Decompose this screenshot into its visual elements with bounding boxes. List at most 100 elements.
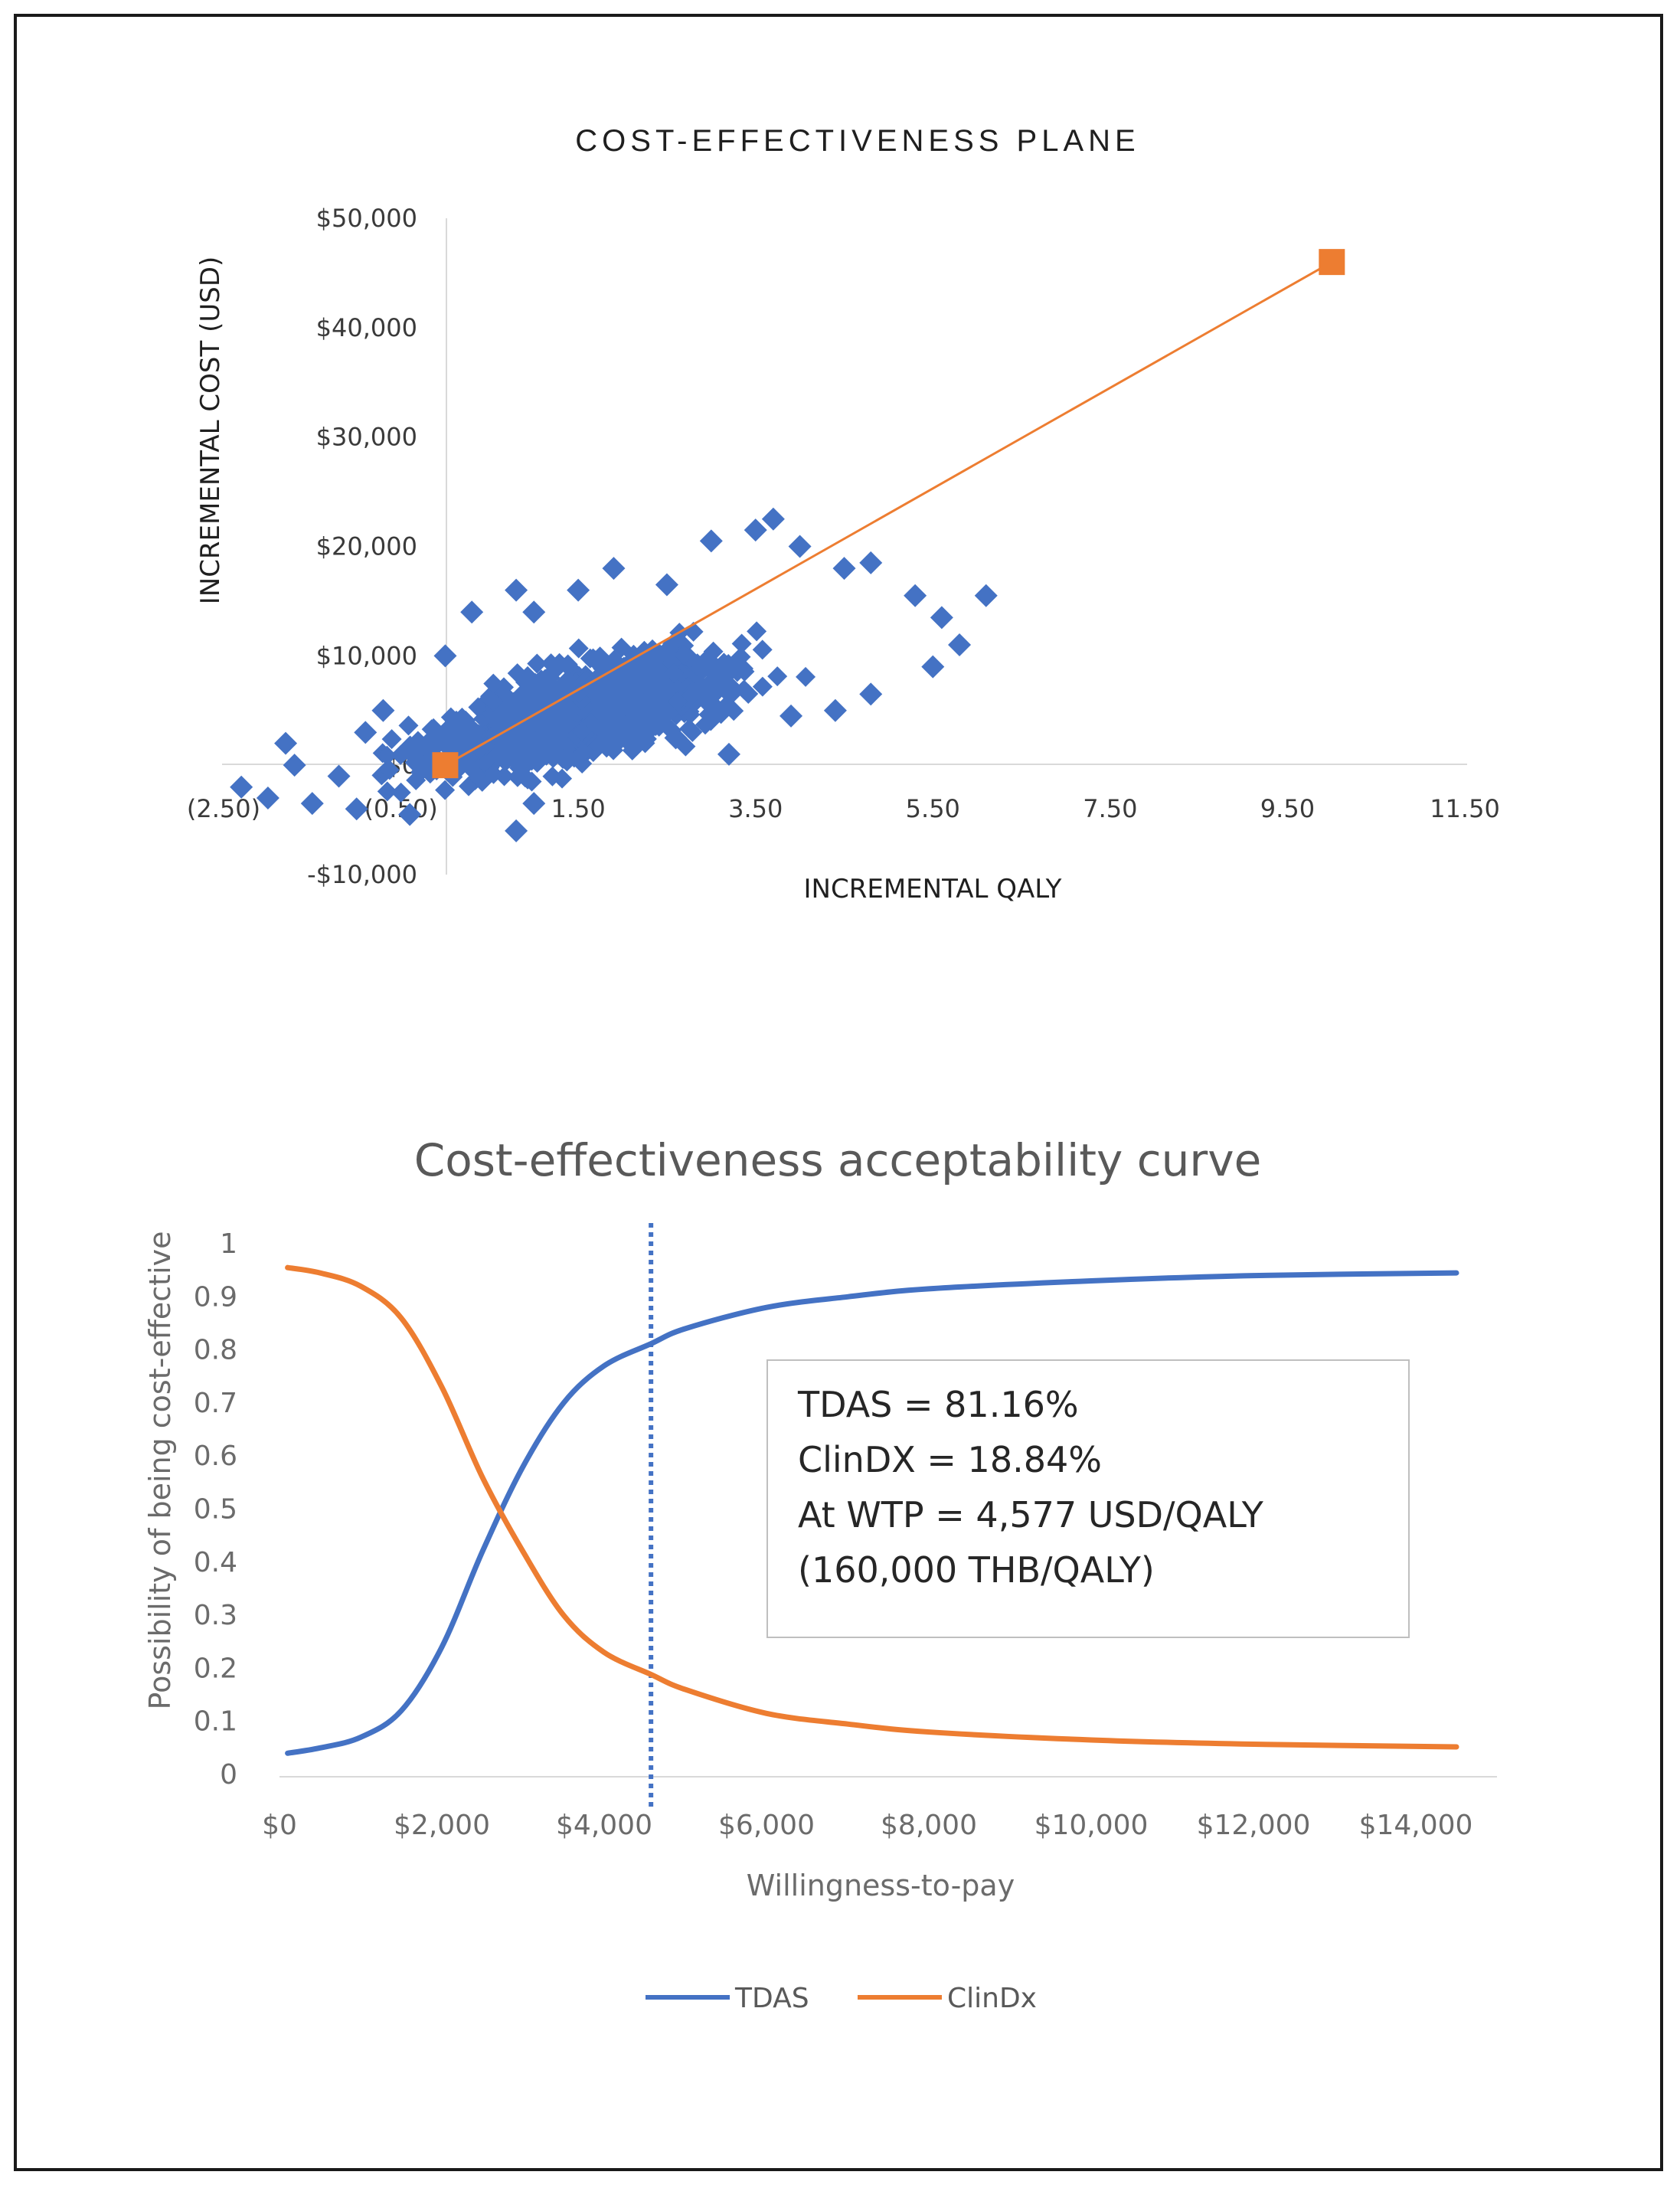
simulation-point xyxy=(767,666,788,687)
simulation-point xyxy=(703,670,724,691)
simulation-point xyxy=(621,681,642,702)
ceac-legend: TDAS ClinDx xyxy=(646,1983,1037,2014)
simulation-point xyxy=(413,755,434,776)
simulation-point xyxy=(674,645,695,666)
ceac-y-tick-label: 0.1 xyxy=(194,1706,237,1738)
simulation-point xyxy=(542,766,563,787)
ce-plane-x-tick-label: 1.50 xyxy=(551,794,606,823)
simulation-point xyxy=(377,745,397,766)
ceac-y-tick-label: 0.9 xyxy=(194,1281,237,1313)
simulation-point xyxy=(859,551,883,574)
ceac-title: Cost-effectiveness acceptability curve xyxy=(414,1134,1262,1186)
simulation-point xyxy=(256,787,279,810)
simulation-point xyxy=(796,666,816,687)
ce-plane-y-label: INCREMENTAL COST (USD) xyxy=(195,257,226,605)
simulation-point xyxy=(505,819,528,842)
ce-plane-x-ticks: (2.50) (0.50) 1.50 3.50 5.50 7.50 9.50 11.50 xyxy=(187,794,1500,823)
simulation-point xyxy=(699,529,723,553)
simulation-point xyxy=(230,775,253,799)
simulation-point xyxy=(590,718,610,738)
simulation-point xyxy=(664,726,688,750)
ceac-annotation-line-4: (160,000 THB/QALY) xyxy=(798,1549,1155,1591)
simulation-point xyxy=(734,661,755,682)
ceac-x-tick-label: $2,000 xyxy=(394,1810,490,1841)
figure-frame xyxy=(14,14,1663,2171)
simulation-point xyxy=(921,655,945,679)
simulation-point xyxy=(752,676,773,697)
ce-plane-x-tick-label: 3.50 xyxy=(728,794,783,823)
ceac-y-label: Possibility of being cost-effective xyxy=(143,1231,177,1710)
simulation-point xyxy=(468,697,489,718)
ceac-annotation-line-3: At WTP = 4,577 USD/QALY xyxy=(798,1494,1264,1536)
simulation-point xyxy=(747,621,767,642)
simulation-point xyxy=(525,682,546,702)
simulation-point xyxy=(283,754,306,777)
ce-plane-scatter-points xyxy=(230,507,998,842)
simulation-point xyxy=(597,695,618,716)
simulation-point xyxy=(445,717,466,738)
simulation-point xyxy=(974,584,998,607)
ceac-y-tick-label: 0.3 xyxy=(194,1600,237,1631)
simulation-point xyxy=(600,671,620,692)
simulation-point xyxy=(521,751,542,771)
ceac-annotation-line-1: TDAS = 81.16% xyxy=(797,1384,1079,1425)
simulation-point xyxy=(704,655,724,675)
threshold-marker xyxy=(432,752,459,779)
ce-plane-x-tick-label: 5.50 xyxy=(906,794,960,823)
ceac-y-tick-label: 0.5 xyxy=(194,1494,237,1526)
ceac-x-ticks: $0 $2,000 $4,000 $6,000 $8,000 $10,000 $12,000… xyxy=(262,1810,1472,1841)
simulation-point xyxy=(483,673,504,694)
simulation-point xyxy=(718,656,739,677)
simulation-point xyxy=(572,721,593,741)
simulation-point xyxy=(505,578,528,602)
legend-tdas-label: TDAS xyxy=(734,1983,809,2014)
ceac-y-tick-label: 0.4 xyxy=(194,1547,237,1578)
ce-plane-x-tick-label: (2.50) xyxy=(187,794,260,823)
simulation-point xyxy=(664,663,685,684)
simulation-point xyxy=(679,718,700,739)
ce-plane-scatter-cloud xyxy=(371,621,816,803)
ceac-y-tick-label: 0.2 xyxy=(194,1653,237,1684)
simulation-point xyxy=(615,695,636,716)
simulation-point xyxy=(534,730,555,751)
simulation-point xyxy=(572,742,593,763)
simulation-point xyxy=(832,557,856,581)
tdas-curve xyxy=(285,1270,1459,1756)
simulation-point xyxy=(391,782,411,803)
simulation-point xyxy=(300,792,324,816)
ce-plane-chart: COST-EFFECTIVENESS PLANE -$10,000$0$10,0… xyxy=(187,124,1500,904)
simulation-point xyxy=(435,780,456,800)
ceac-series xyxy=(285,1264,1459,1756)
simulation-point xyxy=(622,740,642,760)
simulation-point xyxy=(668,692,688,712)
simulation-point xyxy=(543,680,564,701)
ceac-annotation-box xyxy=(766,1359,1410,1638)
simulation-point xyxy=(398,715,419,736)
simulation-point xyxy=(381,729,402,750)
ce-plane-x-label: INCREMENTAL QALY xyxy=(804,874,1062,904)
simulation-point xyxy=(557,705,578,725)
simulation-point xyxy=(377,781,397,802)
ceac-x-label: Willingness-to-pay xyxy=(747,1869,1015,1902)
simulation-point xyxy=(644,677,665,698)
simulation-point xyxy=(507,663,528,684)
simulation-point xyxy=(859,682,883,706)
ceac-y-tick-label: 0 xyxy=(220,1759,237,1791)
simulation-point xyxy=(634,701,655,721)
simulation-point xyxy=(398,803,422,826)
ceac-annotation-line-2: ClinDX = 18.84% xyxy=(798,1439,1102,1480)
ce-plane-y-tick-label: $50,000 xyxy=(316,204,417,233)
simulation-point xyxy=(930,606,953,630)
simulation-point xyxy=(761,507,785,531)
legend-clindx-label: ClinDx xyxy=(947,1983,1037,2014)
ceac-x-tick-label: $14,000 xyxy=(1359,1810,1473,1841)
ceac-x-tick-label: $4,000 xyxy=(556,1810,652,1841)
ce-plane-y-tick-label: $30,000 xyxy=(316,423,417,452)
ceac-x-tick-label: $6,000 xyxy=(718,1810,815,1841)
simulation-point xyxy=(948,633,972,657)
ce-plane-x-tick-label: 9.50 xyxy=(1260,794,1315,823)
simulation-point xyxy=(345,797,368,821)
simulation-point xyxy=(433,644,457,668)
ce-plane-title: COST-EFFECTIVENESS PLANE xyxy=(575,124,1139,158)
